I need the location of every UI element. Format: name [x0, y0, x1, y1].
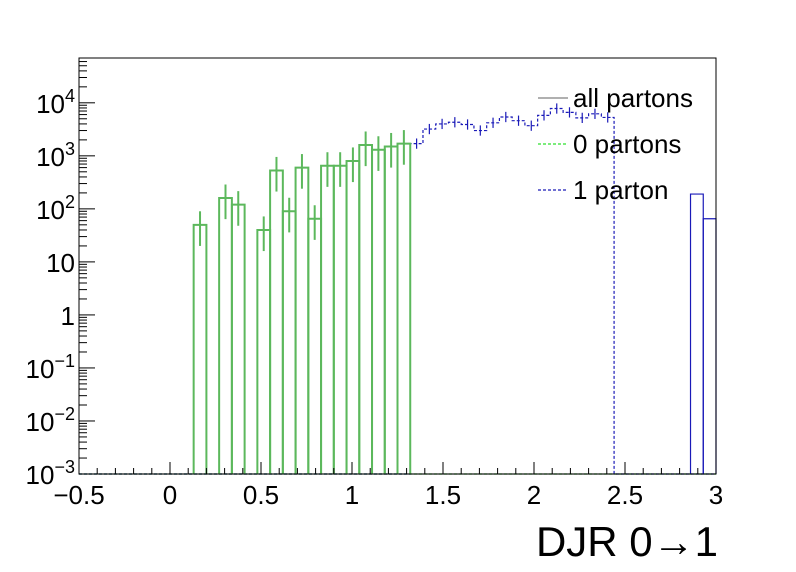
y-tick-label-2: 10−1: [26, 351, 75, 384]
plot-frame: [78, 57, 717, 475]
axes: −0.5 0 0.5 1 1.5 2 2.5 3 10−3 10−2 10−1 1 10 102 103 10…: [26, 57, 723, 510]
y-tick-label-5: 102: [36, 192, 75, 225]
x-tick-label-3: 1: [345, 480, 359, 510]
legend-entry-0: all partons: [573, 83, 693, 113]
x-tick-label-2: 0.5: [243, 480, 279, 510]
x-tick-label-1: 0: [163, 480, 177, 510]
y-tick-label-7: 104: [36, 86, 75, 119]
legend-entry-2: 1 parton: [573, 175, 668, 205]
x-tick-label-4: 1.5: [425, 480, 461, 510]
legend: all partons 0 partons 1 parton: [538, 83, 693, 205]
x-tick-label-5: 2: [527, 480, 541, 510]
y-tick-label-1: 10−2: [26, 404, 75, 437]
y-tick-label-4: 10: [46, 248, 75, 278]
x-axis-label: DJR 0→1: [536, 518, 718, 565]
x-tick-label-0: −0.5: [53, 480, 104, 510]
y-tick-label-3: 1: [61, 301, 75, 331]
y-tick-label-0: 10−3: [26, 457, 75, 490]
y-tick-label-6: 103: [36, 139, 75, 172]
legend-entry-1: 0 partons: [573, 129, 681, 159]
x-tick-label-7: 3: [709, 480, 723, 510]
x-tick-label-6: 2.5: [607, 480, 643, 510]
